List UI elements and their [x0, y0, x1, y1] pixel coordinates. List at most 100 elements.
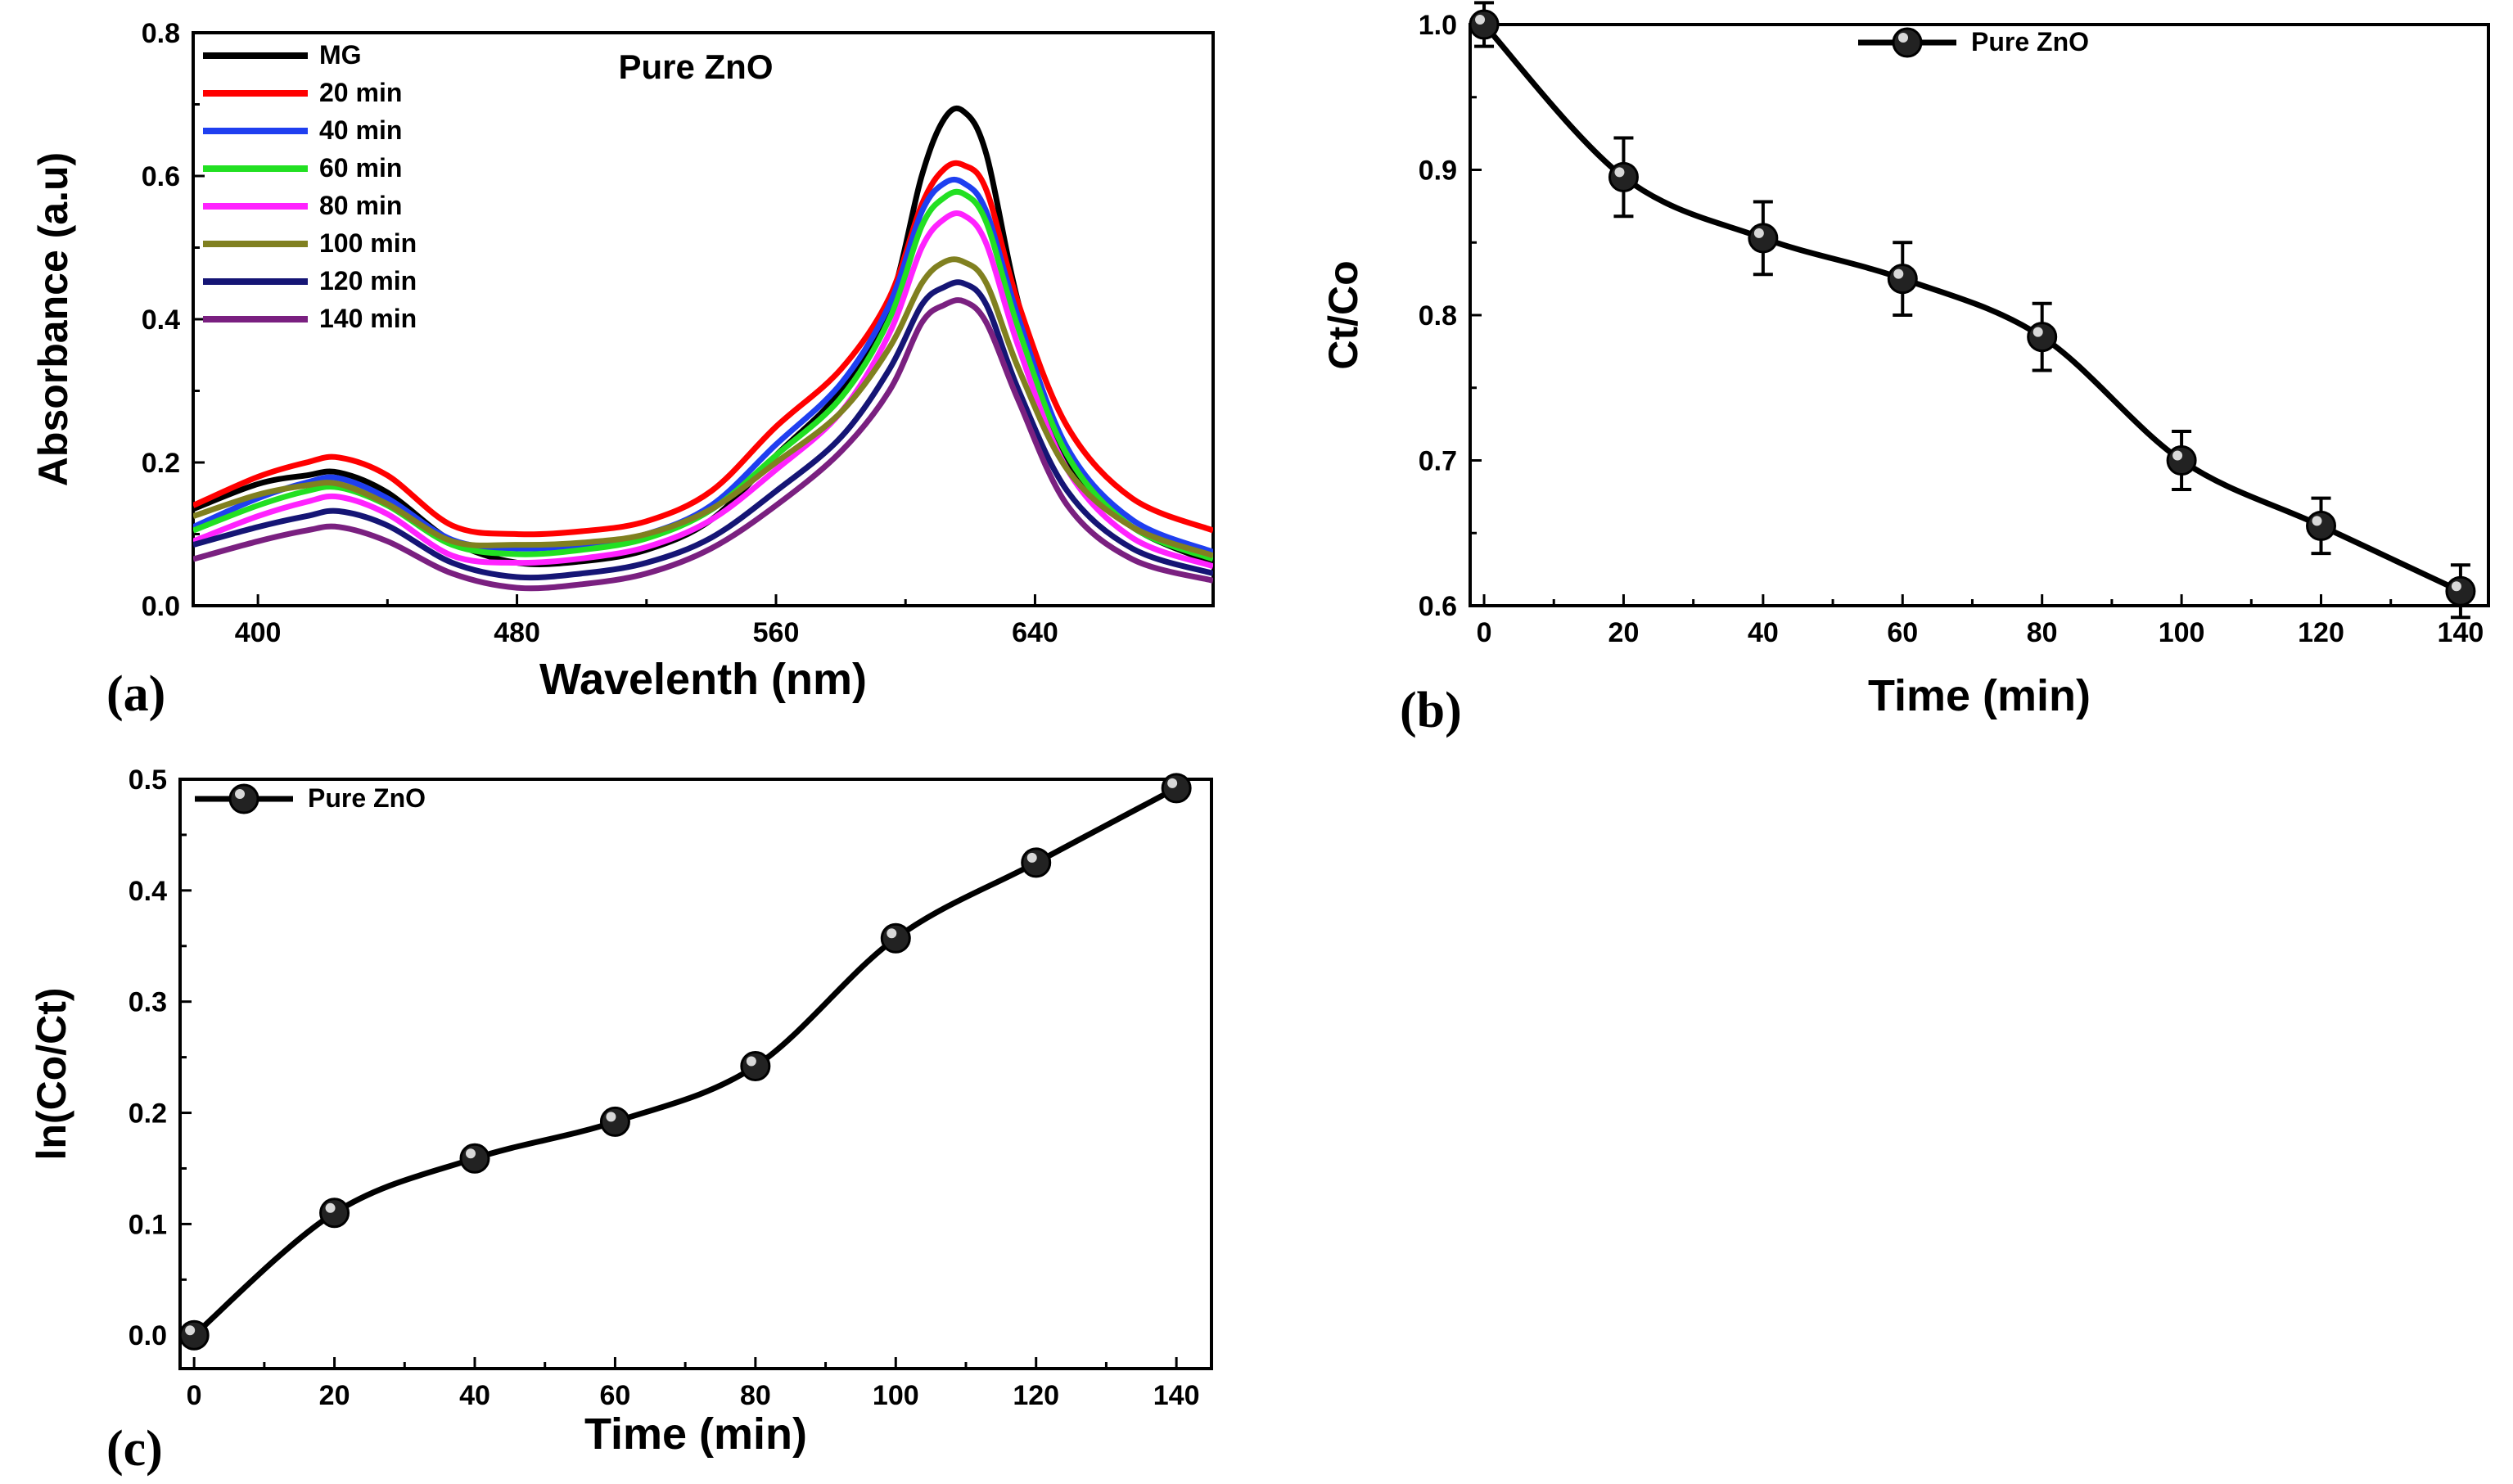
data-point: [1161, 773, 1192, 804]
data-point-highlight: [325, 1202, 336, 1213]
y-tick-label: 0.0: [129, 1320, 167, 1351]
x-tick-label: 100: [2159, 617, 2205, 648]
data-point: [1021, 847, 1052, 878]
series-line-80-min: [193, 210, 1213, 570]
data-point: [740, 1050, 771, 1081]
data-point-highlight: [2172, 450, 2183, 461]
plot-frame: [178, 778, 1213, 1370]
x-tick-label: 120: [2298, 617, 2344, 648]
panel-letter: (c): [106, 1421, 163, 1477]
series-line-20-min: [193, 160, 1213, 538]
data-point: [2027, 322, 2058, 353]
x-tick-label: 20: [1608, 617, 1640, 648]
y-tick-label: 0.2: [129, 1098, 167, 1130]
y-tick-label: 0.6: [1419, 591, 1457, 622]
y-tick-label: 0.2: [142, 448, 180, 479]
legend-label: MG: [319, 40, 362, 70]
y-tick-label: 0.6: [142, 161, 180, 192]
x-tick-label: 0: [1477, 617, 1492, 648]
chart-panel-c: 0 20 40 60 80 100 120 140 0.0 0.1 0.2 0.3 0.4 0.5 Time…: [29, 765, 1213, 1477]
y-tick-label: 0.4: [142, 304, 180, 336]
data-point: [319, 1198, 350, 1229]
x-tick-label: 40: [1748, 617, 1779, 648]
data-point-highlight: [2033, 327, 2043, 337]
x-axis-label: Time (min): [584, 1410, 807, 1459]
y-tick-label: 0.4: [129, 876, 167, 907]
data-point: [459, 1143, 490, 1174]
legend-label: 80 min: [319, 191, 402, 220]
chart-panel-b: 0 20 40 60 80 100 120 140 0.6 0.7 0.8 0.9 1.0 Time (m…: [1320, 1, 2490, 738]
x-tick-label: 560: [753, 617, 800, 648]
legend-label: 60 min: [319, 153, 402, 183]
y-tick-label: 0.5: [129, 765, 167, 796]
y-axis-label: Absorbance (a.u): [30, 152, 76, 486]
x-tick-label: 80: [2027, 617, 2058, 648]
x-tick-label: 480: [494, 617, 540, 648]
x-axis-label: Wavelenth (nm): [539, 655, 867, 704]
y-tick-label: 0.8: [1419, 300, 1457, 332]
legend-label: Pure ZnO: [1971, 27, 2089, 56]
data-point-highlight: [746, 1056, 756, 1067]
y-axis-label: ln(Co/Ct): [29, 987, 74, 1160]
data-point-highlight: [2451, 581, 2461, 592]
x-tick-label: 20: [319, 1380, 350, 1411]
y-tick-label: 0.8: [142, 18, 180, 49]
data-point-highlight: [606, 1112, 616, 1122]
legend-marker: [1892, 27, 1923, 58]
data-point-highlight: [1475, 15, 1486, 25]
data-point-highlight: [2312, 516, 2322, 526]
legend-label: 100 min: [319, 228, 417, 258]
data-point-highlight: [887, 928, 897, 939]
chart-title: Pure ZnO: [618, 47, 773, 86]
x-axis-label: Time (min): [1868, 671, 2091, 720]
panel-letter: (a): [106, 666, 165, 722]
data-point-highlight: [466, 1148, 476, 1159]
data-point-highlight: [1753, 228, 1764, 238]
data-point: [1608, 161, 1639, 192]
legend-label: 120 min: [319, 266, 417, 295]
data-point: [1887, 264, 1918, 295]
panel-letter: (b): [1400, 683, 1462, 738]
x-tick-label: 60: [1887, 617, 1918, 648]
data-point: [2166, 445, 2197, 476]
series-line-120-min: [193, 279, 1213, 581]
y-tick-label: 0.0: [142, 591, 180, 622]
chart-panel-a: 400 480 560 640 0.0 0.2 0.4 0.6 0.8 Wavelenth (nm…: [30, 18, 1215, 722]
y-tick-label: 0.9: [1419, 156, 1457, 187]
y-tick-label: 0.7: [1419, 446, 1457, 477]
legend-marker-highlight: [235, 789, 245, 799]
data-point: [1748, 223, 1779, 254]
data-point-highlight: [185, 1325, 196, 1336]
x-tick-label: 640: [1012, 617, 1058, 648]
x-tick-label: 400: [235, 617, 282, 648]
x-tick-label: 60: [600, 1380, 631, 1411]
legend-label: 140 min: [319, 304, 417, 333]
data-point: [2445, 575, 2476, 607]
x-tick-label: 140: [1153, 1380, 1200, 1411]
data-point-highlight: [1614, 167, 1625, 178]
y-tick-label: 0.1: [129, 1209, 167, 1240]
legend-label: Pure ZnO: [308, 783, 426, 813]
y-axis-label: Ct/Co: [1320, 260, 1366, 369]
data-point: [2306, 510, 2337, 541]
x-tick-label: 80: [740, 1380, 771, 1411]
legend-marker-highlight: [1898, 33, 1908, 43]
x-tick-label: 120: [1013, 1380, 1059, 1411]
y-tick-label: 1.0: [1419, 10, 1457, 41]
x-tick-label: 0: [187, 1380, 202, 1411]
data-point-highlight: [1026, 852, 1037, 863]
legend-label: 40 min: [319, 115, 402, 145]
data-point-highlight: [1893, 268, 1904, 279]
data-point: [599, 1106, 630, 1137]
x-tick-label: 100: [873, 1380, 919, 1411]
data-point: [1469, 9, 1500, 40]
series-line-40-min: [193, 176, 1213, 555]
series-line-100-min: [193, 256, 1213, 559]
x-tick-label: 40: [459, 1380, 490, 1411]
series-line-140-min: [193, 297, 1213, 592]
data-point: [178, 1319, 210, 1351]
legend-marker: [228, 783, 259, 814]
data-point: [880, 922, 911, 954]
